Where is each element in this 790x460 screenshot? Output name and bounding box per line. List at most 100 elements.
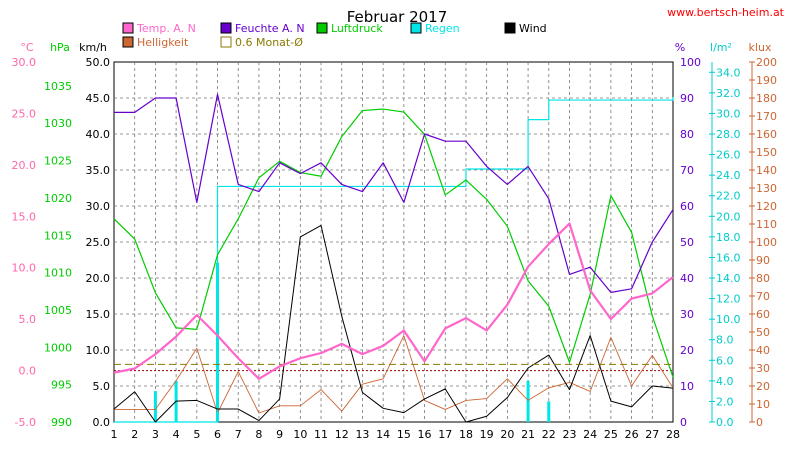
- y-tick-label-rain: 2.0: [716, 395, 734, 408]
- x-tick-label: 3: [152, 428, 159, 441]
- legend-label: 0.6 Monat-Ø: [235, 36, 303, 49]
- x-tick-label: 13: [355, 428, 369, 441]
- series-line-wind: [113, 224, 674, 423]
- y-tick-label-light: 50: [756, 326, 770, 339]
- x-tick-label: 27: [645, 428, 659, 441]
- y-tick-label-light: 0: [756, 416, 763, 429]
- x-tick-label: 9: [276, 428, 283, 441]
- legend-swatch: [410, 22, 422, 34]
- x-tick-label: 7: [235, 428, 242, 441]
- rain-bar: [153, 391, 157, 422]
- x-tick-label: 26: [625, 428, 639, 441]
- x-tick-label: 6: [214, 428, 221, 441]
- legend-label: Luftdruck: [331, 22, 383, 35]
- y-tick-label-rain: 16.0: [716, 251, 741, 264]
- y-tick-label-humidity: 60: [680, 200, 694, 213]
- x-tick-label: 5: [193, 428, 200, 441]
- x-tick-label: 2: [131, 428, 138, 441]
- y-tick-label-pressure: 995: [51, 379, 72, 392]
- y-tick-label-wind: 35.0: [86, 164, 111, 177]
- legend-swatch: [122, 36, 134, 48]
- y-tick-label-humidity: 90: [680, 92, 694, 105]
- y-tick-label-pressure: 1005: [44, 304, 72, 317]
- axis-title-temp: °C: [20, 41, 34, 54]
- axis-title-pressure: hPa: [50, 41, 70, 54]
- y-tick-label-rain: 20.0: [716, 210, 741, 223]
- legend-swatch: [316, 22, 328, 34]
- x-tick-label: 1: [111, 428, 118, 441]
- x-tick-label: 12: [335, 428, 349, 441]
- y-tick-label-wind: 10.0: [86, 344, 111, 357]
- y-tick-label-rain: 8.0: [716, 334, 734, 347]
- legend-swatch: [122, 22, 134, 34]
- y-tick-label-light: 60: [756, 308, 770, 321]
- y-tick-label-light: 10: [756, 398, 770, 411]
- x-tick-label: 16: [418, 428, 432, 441]
- y-tick-label-rain: 26.0: [716, 149, 741, 162]
- y-tick-label-light: 160: [756, 128, 777, 141]
- y-tick-label-rain: 24.0: [716, 169, 741, 182]
- series-line-regen: [114, 96, 674, 423]
- x-tick-label: 20: [500, 428, 514, 441]
- x-tick-label: 24: [583, 428, 597, 441]
- y-tick-label-light: 30: [756, 362, 770, 375]
- series-line-feuchte-a-n: [114, 93, 674, 293]
- x-tick-label: 10: [293, 428, 307, 441]
- y-tick-label-wind: 5.0: [93, 380, 111, 393]
- y-tick-label-wind: 20.0: [86, 272, 111, 285]
- y-tick-label-humidity: 10: [680, 380, 694, 393]
- y-tick-label-wind: 0.0: [93, 416, 111, 429]
- y-tick-label-light: 20: [756, 380, 770, 393]
- y-tick-label-humidity: 50: [680, 236, 694, 249]
- y-tick-label-rain: 28.0: [716, 128, 741, 141]
- y-tick-label-rain: 30.0: [716, 107, 741, 120]
- y-tick-label-light: 90: [756, 254, 770, 267]
- y-tick-label-temp: 30.0: [12, 56, 37, 69]
- y-tick-label-pressure: 1000: [44, 341, 72, 354]
- y-tick-label-temp: 5.0: [19, 313, 37, 326]
- y-tick-label-wind: 15.0: [86, 308, 111, 321]
- y-tick-label-pressure: 1010: [44, 267, 72, 280]
- y-tick-label-light: 80: [756, 272, 770, 285]
- y-tick-label-pressure: 1025: [44, 155, 72, 168]
- y-tick-label-pressure: 1035: [44, 80, 72, 93]
- y-tick-label-light: 180: [756, 92, 777, 105]
- x-tick-label: 25: [604, 428, 618, 441]
- x-tick-label: 19: [480, 428, 494, 441]
- y-tick-label-temp: 20.0: [12, 159, 37, 172]
- y-tick-label-light: 150: [756, 146, 777, 159]
- rain-bar: [526, 380, 530, 422]
- x-tick-label: 15: [397, 428, 411, 441]
- y-tick-label-rain: 32.0: [716, 87, 741, 100]
- x-tick-label: 21: [521, 428, 535, 441]
- y-tick-label-pressure: 1030: [44, 117, 72, 130]
- x-tick-label: 22: [542, 428, 556, 441]
- y-tick-label-pressure: 1020: [44, 192, 72, 205]
- x-tick-label: 14: [376, 428, 390, 441]
- y-tick-label-pressure: 990: [51, 416, 72, 429]
- y-tick-label-light: 200: [756, 56, 777, 69]
- series-line-helligkeit: [114, 335, 674, 414]
- chart-title: Februar 2017: [347, 8, 448, 26]
- x-tick-label: 28: [666, 428, 680, 441]
- y-tick-label-rain: 12.0: [716, 293, 741, 306]
- y-tick-label-wind: 30.0: [86, 200, 111, 213]
- x-tick-label: 11: [314, 428, 328, 441]
- y-tick-label-wind: 50.0: [86, 56, 111, 69]
- y-tick-label-rain: 22.0: [716, 190, 741, 203]
- y-tick-label-humidity: 30: [680, 308, 694, 321]
- axis-title-humidity: %: [675, 41, 685, 54]
- y-tick-label-humidity: 100: [680, 56, 701, 69]
- y-tick-label-rain: 0.0: [716, 416, 734, 429]
- legend-swatch: [504, 22, 516, 34]
- y-tick-label-temp: 0.0: [19, 365, 37, 378]
- y-tick-label-temp: 25.0: [12, 107, 37, 120]
- y-tick-label-pressure: 1015: [44, 229, 72, 242]
- x-tick-label: 8: [255, 428, 262, 441]
- y-tick-label-wind: 40.0: [86, 128, 111, 141]
- y-tick-label-light: 130: [756, 182, 777, 195]
- y-tick-label-light: 70: [756, 290, 770, 303]
- legend-label: Wind: [519, 22, 547, 35]
- axis-title-light: klux: [749, 41, 772, 54]
